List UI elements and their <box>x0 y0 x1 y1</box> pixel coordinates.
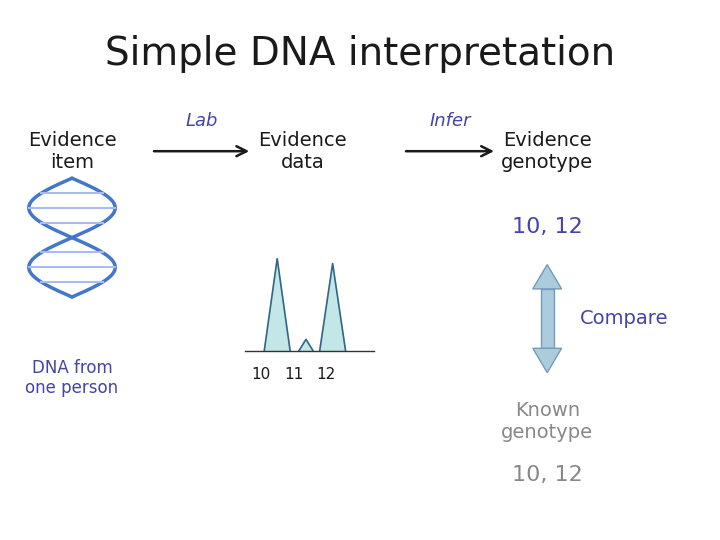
Text: Compare: Compare <box>580 309 668 328</box>
Text: Evidence
data: Evidence data <box>258 131 347 172</box>
Text: 12: 12 <box>316 367 335 382</box>
Text: Known
genotype: Known genotype <box>501 401 593 442</box>
Text: Lab: Lab <box>186 112 217 131</box>
Polygon shape <box>320 264 346 351</box>
Text: Simple DNA interpretation: Simple DNA interpretation <box>105 35 615 73</box>
Text: Infer: Infer <box>429 112 471 131</box>
Text: 10, 12: 10, 12 <box>512 217 582 237</box>
Text: 11: 11 <box>284 367 303 382</box>
Text: 10, 12: 10, 12 <box>512 465 582 485</box>
Text: DNA from
one person: DNA from one person <box>25 359 119 397</box>
Text: Evidence
item: Evidence item <box>27 131 117 172</box>
Polygon shape <box>533 348 562 373</box>
Polygon shape <box>541 289 554 348</box>
Polygon shape <box>264 259 290 351</box>
Text: Evidence
genotype: Evidence genotype <box>501 131 593 172</box>
Text: 10: 10 <box>252 367 271 382</box>
Polygon shape <box>533 265 562 289</box>
Polygon shape <box>299 339 313 351</box>
